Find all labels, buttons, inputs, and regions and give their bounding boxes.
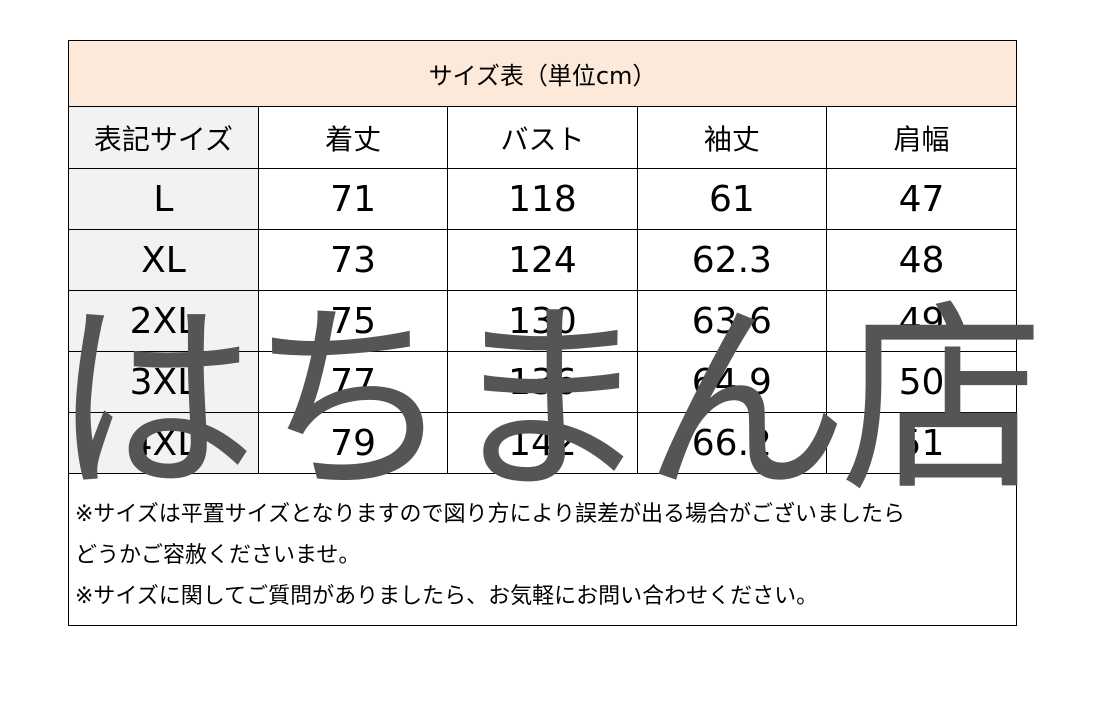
table-row: 4XL 79 142 66.2 51 [69,412,1016,474]
measurement-cell: 62.3 [636,229,828,291]
measurement-cell: 124 [447,229,638,291]
measurement-cell: 75 [257,290,449,352]
measurement-cell: 47 [826,168,1016,230]
measurement-cell: 142 [447,412,638,474]
measurement-cell: 63.6 [636,290,828,352]
note-line: どうかご容赦くださいませ。 [75,543,361,568]
measurement-cell: 77 [257,351,449,413]
column-header: 表記サイズ [69,107,259,169]
measurement-cell: 66.2 [636,412,828,474]
measurement-cell: 64.9 [636,351,828,413]
watermark: はちまん店 [52,283,1045,521]
notes: ※サイズは平置サイズとなりますので図り方により誤差が出る場合がございましたら ど… [69,474,1016,625]
size-label: 2XL [69,290,259,352]
measurement-cell: 136 [447,351,638,413]
measurement-cell: 130 [447,290,638,352]
size-table: 表記サイズ 着丈 バスト 袖丈 肩幅 L 71 118 61 47 XL 73 124 62.3… [69,107,1016,474]
note-line: ※サイズは平置サイズとなりますので図り方により誤差が出る場合がございましたら [75,502,906,527]
measurement-cell: 48 [826,229,1016,291]
size-label: 4XL [69,412,259,474]
measurement-cell: 61 [636,168,828,230]
measurement-cell: 49 [826,290,1016,352]
measurement-cell: 73 [257,229,449,291]
measurement-cell: 50 [826,351,1016,413]
measurement-cell: 71 [257,168,449,230]
measurement-cell: 118 [447,168,638,230]
note-line: ※サイズに関してご質問がありましたら、お気軽にお問い合わせください。 [75,584,819,609]
column-header: 袖丈 [636,107,828,169]
table-row: L 71 118 61 47 [69,168,1016,230]
table-row: 2XL 75 130 63.6 49 [69,290,1016,352]
measurement-cell: 51 [826,412,1016,474]
size-label: XL [69,229,259,291]
size-chart: サイズ表（単位cm） 表記サイズ 着丈 バスト 袖丈 肩幅 L 71 118 61 47… [68,40,1017,626]
table-row: XL 73 124 62.3 48 [69,229,1016,291]
column-header: 肩幅 [826,107,1016,169]
header-row: 表記サイズ 着丈 バスト 袖丈 肩幅 [69,107,1016,169]
size-label: L [69,168,259,230]
size-label: 3XL [69,351,259,413]
column-header: 着丈 [257,107,449,169]
chart-title: サイズ表（単位cm） [69,41,1016,107]
table-row: 3XL 77 136 64.9 50 [69,351,1016,413]
column-header: バスト [447,107,638,169]
